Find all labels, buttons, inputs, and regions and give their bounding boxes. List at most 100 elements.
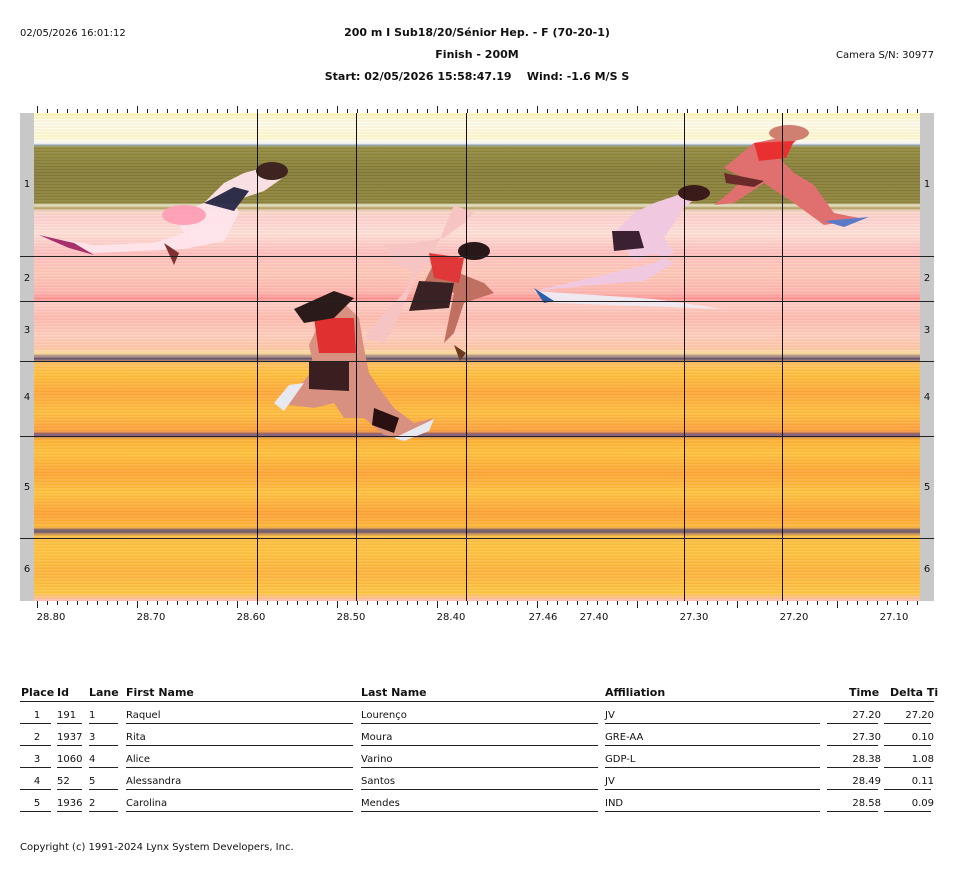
- cell-underline: [20, 723, 51, 724]
- tick-mark: [457, 601, 458, 605]
- lane-number-left: 6: [23, 564, 31, 575]
- tick-mark: [857, 601, 858, 605]
- time-axis-label: 27.40: [579, 612, 609, 623]
- cell-underline: [57, 767, 82, 768]
- left-lane-bar: [20, 113, 34, 601]
- time-line-28-38: [466, 113, 467, 601]
- tick-mark: [847, 601, 848, 605]
- tick-mark: [667, 109, 668, 113]
- tick-mark: [517, 109, 518, 113]
- tick-mark: [347, 109, 348, 113]
- cell-underline: [361, 767, 598, 768]
- tick-mark: [107, 109, 108, 113]
- tick-mark: [357, 109, 358, 113]
- cell-underline: [57, 723, 82, 724]
- tick-mark: [297, 601, 298, 605]
- tick-mark: [227, 601, 228, 605]
- tick-mark: [287, 109, 288, 113]
- tick-mark: [547, 109, 548, 113]
- tick-mark: [407, 601, 408, 605]
- table-cell-last: Varino: [361, 754, 393, 765]
- table-cell-aff: JV: [605, 710, 615, 721]
- tick-mark: [427, 601, 428, 605]
- right-lane-bar: [920, 113, 934, 601]
- runner-lane1-figure: [714, 125, 869, 227]
- lane-separator: [20, 301, 934, 302]
- runner-lane2-figure: [39, 162, 288, 265]
- tick-mark: [477, 601, 478, 605]
- tick-mark: [917, 109, 918, 113]
- tick-mark: [207, 601, 208, 605]
- tick-mark: [437, 106, 438, 113]
- tick-mark: [647, 109, 648, 113]
- event-subtitle: Finish - 200M: [435, 48, 519, 61]
- table-cell-delta: 0.11: [911, 776, 934, 787]
- table-cell-first: Alice: [126, 754, 151, 765]
- lane-number-right: 6: [923, 564, 931, 575]
- tick-mark: [237, 106, 238, 113]
- tick-mark: [347, 601, 348, 605]
- tick-mark: [627, 109, 628, 113]
- tick-mark: [307, 601, 308, 605]
- tick-mark: [587, 601, 588, 605]
- cell-underline: [361, 745, 598, 746]
- cell-underline: [126, 723, 353, 724]
- tick-mark: [707, 601, 708, 605]
- time-axis-label: 28.40: [436, 612, 466, 623]
- tick-mark: [327, 109, 328, 113]
- time-line-27-30: [684, 113, 685, 601]
- tick-mark: [787, 109, 788, 113]
- cell-underline: [827, 767, 878, 768]
- time-line-28-60: [257, 113, 258, 601]
- cell-underline: [126, 767, 353, 768]
- tick-mark: [577, 109, 578, 113]
- tick-mark: [337, 601, 338, 608]
- lane-number-left: 2: [23, 273, 31, 284]
- tick-mark: [827, 601, 828, 605]
- runner-lane4-figure: [274, 291, 434, 441]
- time-axis-label: 27.46: [528, 612, 558, 623]
- table-cell-place: 1: [33, 710, 41, 721]
- table-cell-id: 191: [57, 710, 77, 721]
- tick-mark: [687, 109, 688, 113]
- tick-mark: [757, 601, 758, 605]
- tick-mark: [847, 109, 848, 113]
- cell-underline: [89, 723, 118, 724]
- tick-mark: [817, 601, 818, 605]
- cell-underline: [126, 811, 353, 812]
- tick-mark: [477, 109, 478, 113]
- tick-mark: [97, 601, 98, 605]
- cell-underline: [361, 811, 598, 812]
- lane-number-left: 4: [23, 392, 31, 403]
- tick-mark: [257, 601, 258, 605]
- col-header-time: Time: [849, 686, 880, 699]
- table-cell-first: Alessandra: [126, 776, 182, 787]
- table-cell-aff: IND: [605, 798, 624, 809]
- tick-mark: [677, 601, 678, 605]
- tick-mark: [297, 109, 298, 113]
- table-cell-delta: 0.10: [911, 732, 934, 743]
- table-cell-last: Moura: [361, 732, 393, 743]
- tick-mark: [267, 601, 268, 605]
- tick-mark: [77, 109, 78, 113]
- tick-mark: [147, 601, 148, 605]
- lane-separator: [20, 256, 934, 257]
- tick-mark: [557, 109, 558, 113]
- tick-mark: [767, 601, 768, 605]
- tick-mark: [217, 109, 218, 113]
- cell-underline: [57, 811, 82, 812]
- lane-number-right: 4: [923, 392, 931, 403]
- table-cell-first: Rita: [126, 732, 146, 743]
- tick-mark: [397, 601, 398, 605]
- tick-mark: [247, 601, 248, 605]
- tick-mark: [37, 601, 38, 608]
- table-cell-first: Raquel: [126, 710, 161, 721]
- tick-mark: [567, 601, 568, 605]
- tick-mark: [177, 601, 178, 605]
- time-axis-label: 28.60: [236, 612, 266, 623]
- photo-finish-image[interactable]: [34, 113, 920, 601]
- table-cell-lane: 3: [89, 732, 96, 743]
- tick-mark: [177, 109, 178, 113]
- table-cell-last: Lourenço: [361, 710, 407, 721]
- lane-separator: [20, 361, 934, 362]
